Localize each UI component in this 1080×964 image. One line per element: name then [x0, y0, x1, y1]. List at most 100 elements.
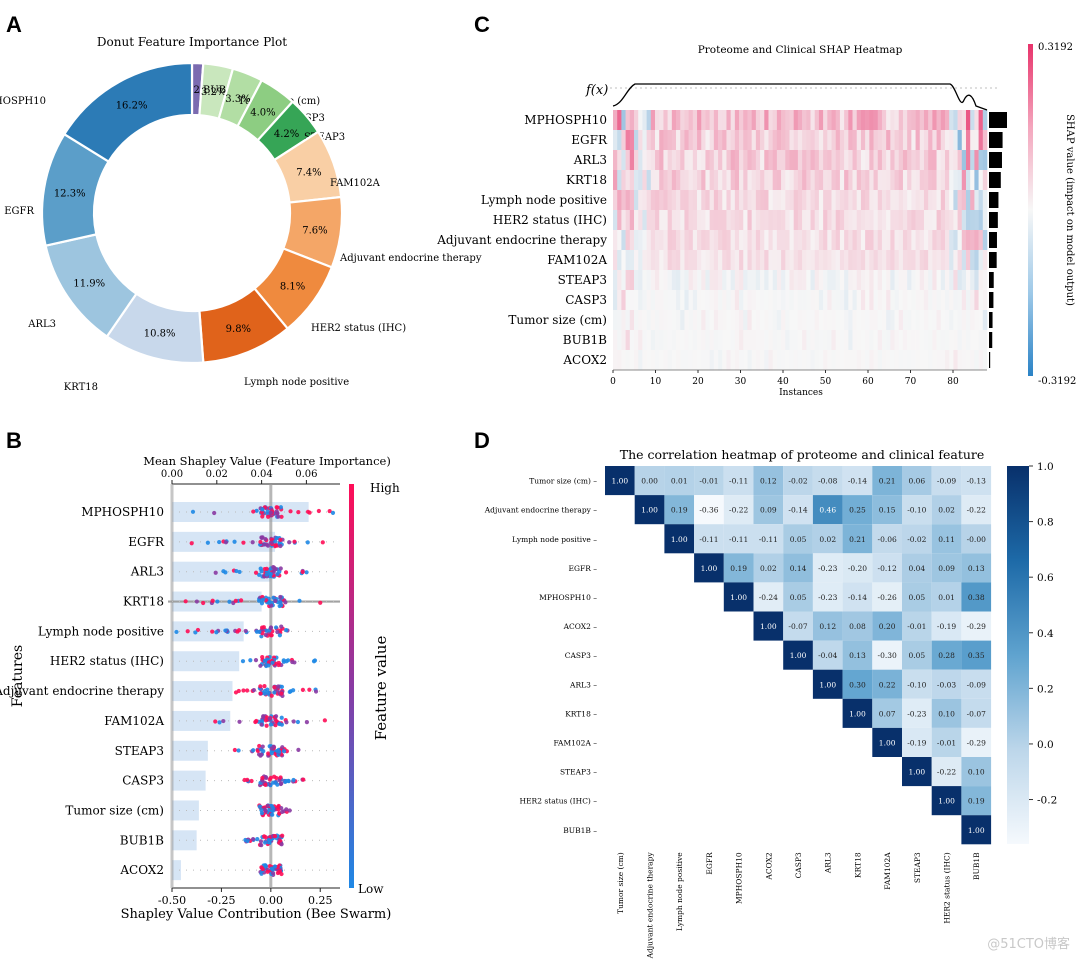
corr-row-label: MPHOSPH10 – — [539, 593, 597, 602]
shap-cell — [629, 290, 635, 311]
shap-cell — [709, 150, 715, 171]
shap-cell — [734, 230, 740, 251]
shap-cell — [697, 310, 702, 331]
shap-cell — [730, 350, 736, 371]
corr-cell — [872, 669, 902, 699]
swarm-point — [278, 775, 283, 780]
shap-cell — [751, 230, 757, 251]
shap-cell — [953, 290, 958, 311]
shap-cell — [751, 150, 757, 171]
shap-cell — [970, 250, 975, 271]
shap-cell — [625, 230, 631, 251]
swarm-point — [272, 864, 278, 869]
shap-cell — [747, 330, 752, 351]
shap-cell — [726, 330, 731, 351]
shap-cell — [982, 230, 988, 251]
shap-cell — [923, 130, 929, 151]
shap-cell — [886, 150, 891, 171]
swarm-point — [259, 601, 265, 606]
donut-slice-label: HER2 status (IHC) — [311, 323, 406, 334]
shap-cell — [646, 130, 652, 151]
shap-cell — [709, 350, 715, 371]
shap-cell — [797, 210, 803, 231]
shap-cell — [890, 330, 895, 351]
shap-cell — [844, 290, 849, 311]
swarm-point — [272, 774, 277, 779]
swarm-point — [258, 566, 263, 571]
shap-cell — [688, 330, 694, 351]
shap-cell — [806, 330, 811, 351]
donut-slice-percent: 7.6% — [302, 225, 327, 236]
shap-cell — [844, 270, 849, 291]
shap-cell — [739, 190, 744, 211]
shap-cell — [764, 350, 769, 371]
shap-cell — [949, 210, 954, 231]
shap-cell — [978, 330, 984, 351]
shap-cell — [818, 330, 824, 351]
corr-cell — [783, 640, 813, 670]
shap-cell — [751, 130, 757, 151]
shap-cell — [957, 230, 963, 251]
shap-cell — [760, 270, 765, 291]
shap-cell — [923, 350, 929, 371]
corr-row-label: CASP3 – — [565, 651, 597, 660]
shap-cell — [923, 330, 929, 351]
corr-cell-value: -0.03 — [937, 680, 956, 689]
shap-cell — [881, 330, 887, 351]
swarm-point — [273, 598, 278, 604]
feature-label: Lymph node positive — [38, 624, 164, 638]
shap-cell — [638, 210, 643, 231]
shap-cell — [827, 210, 832, 231]
donut-slice-percent: 11.9% — [73, 278, 105, 289]
shap-cell — [856, 270, 862, 291]
shap-cell — [734, 250, 740, 271]
shap-x-tick-label: 30 — [735, 377, 747, 387]
shap-cell — [634, 330, 639, 351]
swarm-point — [232, 747, 237, 753]
donut-slice-percent: 10.8% — [144, 329, 176, 340]
shap-cell — [970, 310, 975, 331]
shap-cell — [709, 290, 715, 311]
shap-cell — [722, 110, 727, 131]
shap-x-tick-label: 60 — [862, 377, 874, 387]
shap-cell — [755, 110, 761, 131]
shap-cell — [865, 350, 870, 371]
shap-cell — [915, 170, 921, 191]
corr-cell — [753, 466, 784, 496]
shap-cell — [919, 250, 925, 271]
shap-cell — [793, 330, 799, 351]
shap-cell — [722, 250, 727, 271]
corr-cell — [931, 757, 962, 787]
corr-cell — [842, 582, 873, 612]
swarm-point — [259, 752, 264, 757]
shap-cell — [881, 350, 887, 371]
shap-cell — [650, 130, 656, 151]
shap-cell — [953, 330, 958, 351]
shap-cell — [890, 130, 895, 151]
shap-cell — [860, 270, 866, 291]
shap-cell — [680, 250, 685, 271]
swarm-point — [190, 509, 196, 514]
shap-cell — [739, 230, 744, 251]
shap-cell — [789, 210, 794, 231]
importance-bar — [172, 830, 197, 851]
shap-cell — [667, 290, 673, 311]
shap-cell — [902, 290, 908, 311]
shap-cell — [785, 350, 790, 371]
shap-cell — [688, 170, 694, 191]
shap-cell — [961, 250, 967, 271]
shap-cell — [823, 250, 828, 271]
swarm-point — [277, 749, 282, 754]
shap-cell — [940, 290, 946, 311]
shap-colorbar-max: 0.3192 — [1038, 42, 1073, 53]
corr-cell-value: 0.00 — [641, 477, 658, 486]
shap-cell — [667, 110, 673, 131]
shap-cell — [676, 210, 681, 231]
shap-cell — [789, 350, 794, 371]
shap-cell — [655, 310, 660, 331]
corr-colorbar-tick-label: -0.2 — [1037, 795, 1057, 807]
swarm-point — [296, 510, 301, 515]
shap-cell — [881, 250, 887, 271]
shap-cell — [638, 150, 643, 171]
corr-cell-value: 0.15 — [879, 506, 896, 515]
